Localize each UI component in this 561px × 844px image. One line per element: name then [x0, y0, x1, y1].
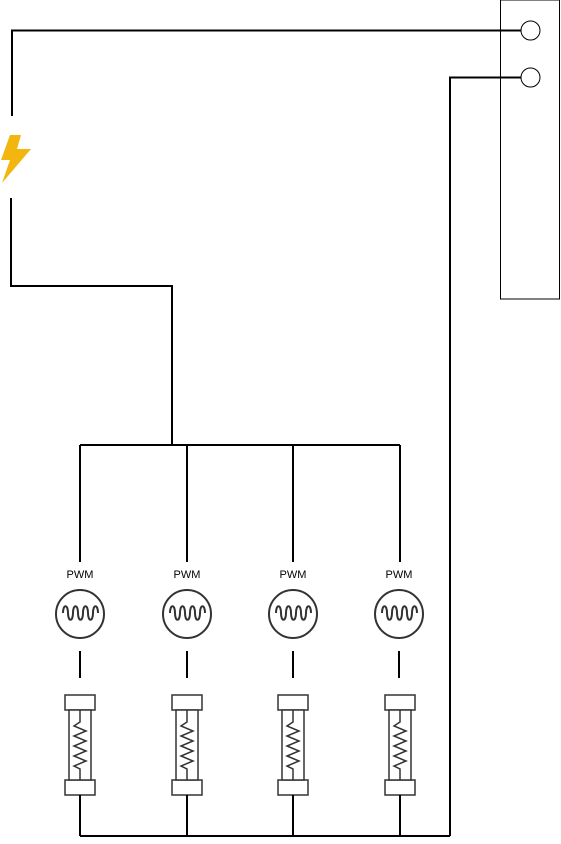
terminal-block-icon — [500, 0, 560, 300]
pwm-label-4: PWM — [386, 569, 413, 581]
channel-2: PWM — [162, 445, 212, 836]
pwm-wave-icon[interactable] — [55, 589, 105, 639]
fuse-heater-icon[interactable] — [277, 694, 309, 796]
lightning-bolt-icon — [1, 135, 31, 183]
wire-return — [449, 76, 521, 836]
channel-4: PWM — [374, 445, 424, 836]
pwm-label-2: PWM — [174, 569, 201, 581]
terminal-top[interactable] — [520, 20, 541, 41]
pwm-wave-icon[interactable] — [162, 589, 212, 639]
fuse-heater-icon[interactable] — [171, 694, 203, 796]
pwm-wave-icon[interactable] — [374, 589, 424, 639]
pwm-label-1: PWM — [67, 569, 94, 581]
channel-1: PWM — [55, 445, 105, 836]
wire-supply-to-bus — [10, 198, 173, 445]
terminal-bottom[interactable] — [520, 67, 541, 88]
channel-3: PWM — [268, 445, 318, 836]
fuse-heater-icon[interactable] — [64, 694, 96, 796]
pwm-label-3: PWM — [280, 569, 307, 581]
pwm-wave-icon[interactable] — [268, 589, 318, 639]
wire-supply-top — [11, 29, 521, 116]
fuse-heater-icon[interactable] — [384, 694, 416, 796]
